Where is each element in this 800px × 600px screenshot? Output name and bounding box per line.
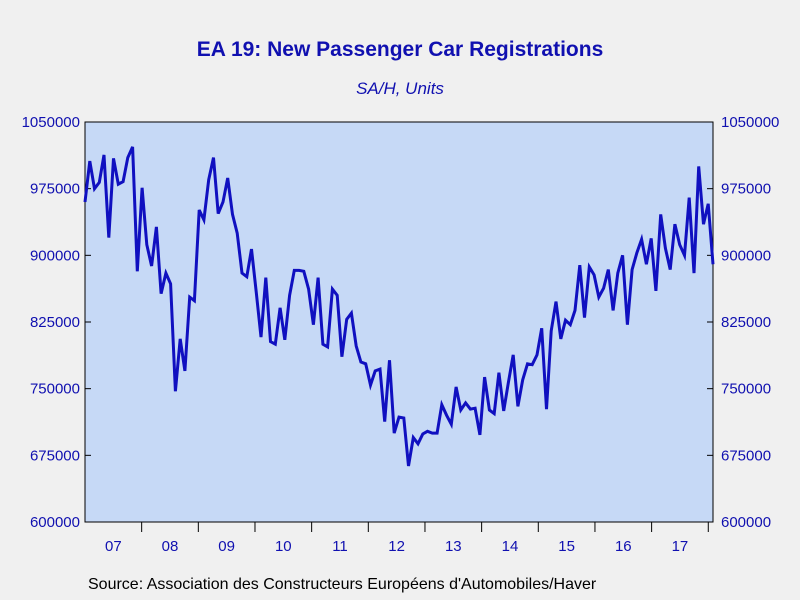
x-axis: 07 08 09 10 11 12 13 14 15 16 17	[105, 522, 709, 555]
y-axis-right: 1050000 975000 900000 825000 750000 675000 600…	[707, 114, 779, 531]
x-tick-label: 13	[445, 538, 462, 555]
x-tick-label: 14	[502, 538, 519, 555]
y-tick-label-left: 600000	[30, 514, 80, 531]
x-tick-label: 10	[275, 538, 292, 555]
x-tick-label: 11	[332, 538, 348, 555]
y-tick-label-right: 975000	[721, 181, 771, 198]
y-tick-label-right: 750000	[721, 381, 771, 398]
y-tick-label-right: 675000	[721, 447, 771, 464]
x-tick-label: 17	[672, 538, 689, 555]
y-tick-label-right: 1050000	[721, 114, 779, 131]
series-line	[83, 146, 715, 467]
y-tick-label-left: 750000	[30, 381, 80, 398]
x-tick-label: 08	[162, 538, 179, 555]
y-tick-label-left: 675000	[30, 447, 80, 464]
chart-subtitle: SA/H, Units	[356, 79, 444, 98]
x-tick-label: 16	[615, 538, 632, 555]
y-tick-label-left: 900000	[30, 247, 80, 264]
y-tick-label-left: 1050000	[22, 114, 80, 131]
x-tick-label: 09	[218, 538, 235, 555]
y-axis-left: 1050000 975000 900000 825000 750000 675000 600…	[22, 114, 91, 531]
y-tick-label-right: 825000	[721, 314, 771, 331]
source-note: Source: Association des Constructeurs Eu…	[88, 576, 597, 593]
plot-area	[84, 121, 714, 523]
y-tick-label-right: 900000	[721, 247, 771, 264]
y-tick-label-left: 825000	[30, 314, 80, 331]
y-tick-label-right: 600000	[721, 514, 771, 531]
x-tick-label: 07	[105, 538, 122, 555]
x-tick-label: 12	[388, 538, 405, 555]
x-tick-label: 15	[558, 538, 575, 555]
chart-title: EA 19: New Passenger Car Registrations	[196, 38, 604, 61]
y-tick-label-left: 975000	[30, 181, 80, 198]
